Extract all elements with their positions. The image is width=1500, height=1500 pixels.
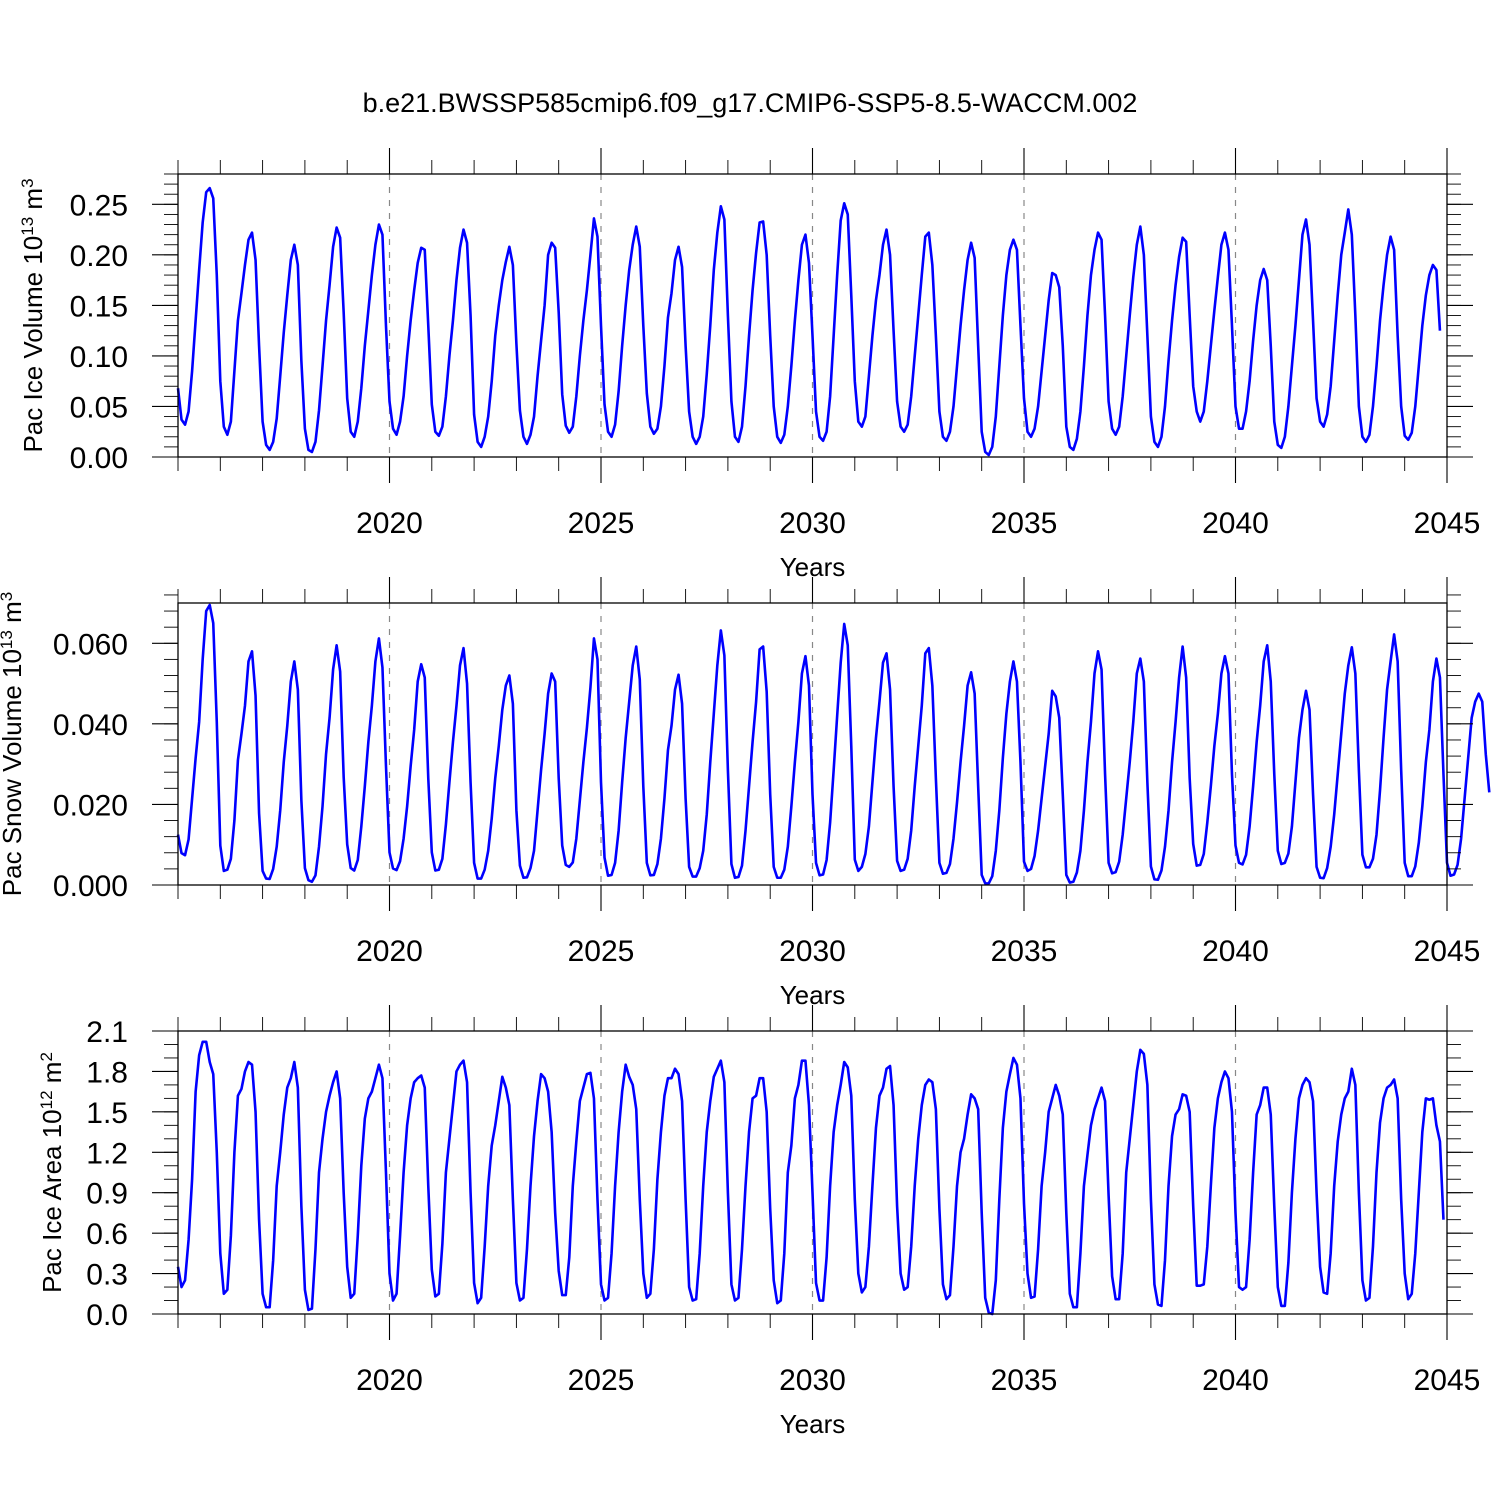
- y-tick-label: 2.1: [86, 1016, 128, 1049]
- series-line-ice_volume: [176, 186, 1442, 457]
- y-tick-label: 0.15: [70, 290, 128, 323]
- figure-title: b.e21.BWSSP585cmip6.f09_g17.CMIP6-SSP5-8…: [363, 88, 1138, 118]
- x-tick-label: 2040: [1202, 1364, 1269, 1397]
- y-tick-label: 0.000: [53, 870, 128, 903]
- y-axis-title: Pac Ice Volume 1013 m3: [18, 178, 48, 452]
- y-axis-title: Pac Ice Area 1012 m2: [37, 1052, 67, 1293]
- x-tick-label: 2030: [779, 1364, 846, 1397]
- y-tick-label: 0.0: [86, 1299, 128, 1332]
- x-tick-label: 2040: [1202, 507, 1269, 540]
- y-tick-label: 0.040: [53, 709, 128, 742]
- x-tick-label: 2025: [568, 1364, 635, 1397]
- x-tick-label: 2035: [991, 935, 1058, 968]
- y-tick-label: 1.5: [86, 1097, 128, 1130]
- x-tick-label: 2035: [991, 507, 1058, 540]
- y-tick-label: 0.060: [53, 628, 128, 661]
- y-axis-title: Pac Snow Volume 1013 m3: [0, 592, 27, 896]
- x-tick-label: 2030: [779, 507, 846, 540]
- x-tick-label: 2030: [779, 935, 846, 968]
- x-tick-label: 2025: [568, 507, 635, 540]
- y-tick-label: 0.9: [86, 1178, 128, 1211]
- series-line-ice_area: [176, 1040, 1445, 1316]
- plot-panels: 0.00 0.05 0.10 0.15 0.20 0.25 2020 2025 2030 2035…: [0, 148, 1491, 1439]
- x-tick-label: 2020: [356, 1364, 423, 1397]
- x-tick-label: 2045: [1414, 507, 1481, 540]
- x-tick-label: 2045: [1414, 935, 1481, 968]
- x-tick-label: 2020: [356, 507, 423, 540]
- y-tick-label: 0.20: [70, 240, 128, 273]
- y-tick-label: 1.8: [86, 1056, 128, 1089]
- y-tick-label: 0.020: [53, 789, 128, 822]
- x-tick-label: 2020: [356, 935, 423, 968]
- y-tick-label: 0.3: [86, 1259, 128, 1292]
- y-tick-label: 0.6: [86, 1218, 128, 1251]
- y-tick-label: 0.05: [70, 391, 128, 424]
- x-tick-label: 2035: [991, 1364, 1058, 1397]
- y-tick-label: 1.2: [86, 1137, 128, 1170]
- panel-snow_volume: 0.000 0.020 0.040 0.060 2020 2025 2030 2035 2040…: [0, 577, 1491, 1010]
- y-tick-label: 0.00: [70, 442, 128, 475]
- x-tick-label: 2045: [1414, 1364, 1481, 1397]
- x-tick-label: 2040: [1202, 935, 1269, 968]
- y-tick-label: 0.10: [70, 341, 128, 374]
- series-line-snow_volume: [176, 603, 1491, 885]
- x-axis-title: Years: [780, 1409, 846, 1439]
- x-tick-label: 2025: [568, 935, 635, 968]
- y-tick-label: 0.25: [70, 189, 128, 222]
- panel-ice_volume: 0.00 0.05 0.10 0.15 0.20 0.25 2020 2025 2030 2035…: [18, 148, 1481, 582]
- panel-ice_area: 0.0 0.3 0.6 0.9 1.2 1.5 1.8 2.1 2020 2025 2030 2035…: [37, 1005, 1481, 1439]
